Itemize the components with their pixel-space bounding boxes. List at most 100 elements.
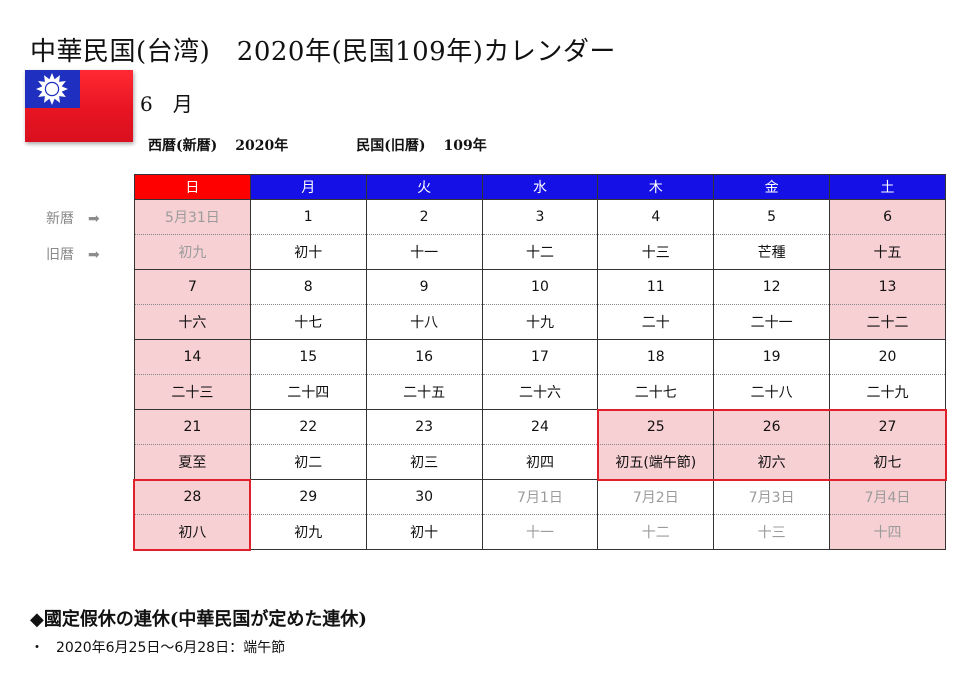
solar-date-cell: 7月4日 <box>829 479 946 515</box>
lunar-date-cell: 二十四 <box>249 374 367 410</box>
solar-date-cell: 5 <box>713 199 831 235</box>
solar-date-cell: 3 <box>481 199 599 235</box>
holiday-solar-date-cell: 25 <box>597 409 715 445</box>
solar-date-row: 28 29 30 7月1日 7月2日 7月3日 7月4日 <box>134 479 946 515</box>
lunar-date-cell: 二十二 <box>829 304 946 340</box>
taiwan-flag-image <box>25 70 133 142</box>
lunar-date-cell: 初十 <box>249 234 367 270</box>
weekday-header-thu: 木 <box>597 174 715 200</box>
arrow-right-icon: ➡ <box>88 247 100 263</box>
lunar-date-cell: 芒種 <box>713 234 831 270</box>
lunar-date-cell: 二十六 <box>481 374 599 410</box>
solar-date-cell: 17 <box>481 339 599 375</box>
solar-date-row: 21 22 23 24 25 26 27 <box>134 409 946 445</box>
arrow-right-icon: ➡ <box>88 211 100 227</box>
lunar-date-row: 初九 初十 十一 十二 十三 芒種 十五 <box>134 234 946 270</box>
solar-date-cell: 7月1日 <box>481 479 599 515</box>
lunar-date-cell: 初十 <box>365 514 483 550</box>
solar-date-cell: 4 <box>597 199 715 235</box>
lunar-date-row: 十六 十七 十八 十九 二十 二十一 二十二 <box>134 304 946 340</box>
solar-date-cell: 9 <box>365 269 483 305</box>
month-label: 6 月 <box>140 92 193 116</box>
lunar-date-cell: 十一 <box>481 514 599 550</box>
lunar-date-row: 二十三 二十四 二十五 二十六 二十七 二十八 二十九 <box>134 374 946 410</box>
lunar-date-cell: 十五 <box>829 234 946 270</box>
western-era-label: 西暦(新暦) <box>148 138 218 154</box>
lunar-date-cell: 二十八 <box>713 374 831 410</box>
bullet-icon: ・ <box>30 640 44 656</box>
lunar-date-cell: 十三 <box>597 234 715 270</box>
solar-date-cell: 2 <box>365 199 483 235</box>
new-calendar-label: 新暦 ➡ <box>46 208 100 228</box>
solar-date-cell: 8 <box>249 269 367 305</box>
holiday-lunar-date-cell: 初七 <box>829 444 946 480</box>
holiday-lunar-date-cell: 初五(端午節) <box>597 444 715 480</box>
lunar-date-cell: 初四 <box>481 444 599 480</box>
weekday-header-row: 日 月 火 水 木 金 土 <box>134 174 946 200</box>
weekday-header-sun: 日 <box>134 174 251 200</box>
weekday-header-sat: 土 <box>829 174 946 200</box>
lunar-date-cell: 十九 <box>481 304 599 340</box>
solar-date-cell: 12 <box>713 269 831 305</box>
lunar-date-cell: 二十三 <box>134 374 251 410</box>
solar-date-row: 7 8 9 10 11 12 13 <box>134 269 946 305</box>
lunar-date-cell: 十一 <box>365 234 483 270</box>
calendar-grid: 日 月 火 水 木 金 土 5月31日 1 2 3 4 5 6 初九 初十 十一… <box>134 174 946 550</box>
lunar-date-cell: 二十 <box>597 304 715 340</box>
lunar-date-cell: 十七 <box>249 304 367 340</box>
roc-era-label: 民国(旧暦) <box>356 138 426 154</box>
lunar-date-cell: 十二 <box>481 234 599 270</box>
lunar-date-cell: 二十一 <box>713 304 831 340</box>
holiday-solar-date-cell: 27 <box>829 409 946 445</box>
solar-date-cell: 21 <box>134 409 251 445</box>
era-line: 西暦(新暦) 2020年 民国(旧暦) 109年 <box>148 135 487 155</box>
lunar-date-cell: 二十九 <box>829 374 946 410</box>
holiday-lunar-date-cell: 初六 <box>713 444 831 480</box>
solar-date-cell: 6 <box>829 199 946 235</box>
roc-year: 109年 <box>443 138 487 154</box>
solar-date-cell: 20 <box>829 339 946 375</box>
solar-date-row: 14 15 16 17 18 19 20 <box>134 339 946 375</box>
lunar-date-cell: 十三 <box>713 514 831 550</box>
solar-date-cell: 22 <box>249 409 367 445</box>
lunar-date-cell: 二十五 <box>365 374 483 410</box>
holiday-solar-date-cell: 28 <box>134 479 251 515</box>
solar-date-cell: 13 <box>829 269 946 305</box>
lunar-date-cell: 十四 <box>829 514 946 550</box>
lunar-date-cell: 初九 <box>249 514 367 550</box>
weekday-header-fri: 金 <box>713 174 831 200</box>
holiday-item-text: 2020年6月25日～6月28日：端午節 <box>56 640 286 656</box>
lunar-date-cell: 初九 <box>134 234 251 270</box>
weekday-header-mon: 月 <box>249 174 367 200</box>
holiday-solar-date-cell: 26 <box>713 409 831 445</box>
solar-date-cell: 5月31日 <box>134 199 251 235</box>
solar-date-cell: 7月3日 <box>713 479 831 515</box>
solar-date-cell: 7 <box>134 269 251 305</box>
lunar-date-cell: 初二 <box>249 444 367 480</box>
weekday-header-tue: 火 <box>365 174 483 200</box>
lunar-date-row: 初八 初九 初十 十一 十二 十三 十四 <box>134 514 946 550</box>
old-calendar-label: 旧暦 ➡ <box>46 244 100 264</box>
lunar-date-row: 夏至 初二 初三 初四 初五(端午節) 初六 初七 <box>134 444 946 480</box>
flag-canton <box>25 70 80 108</box>
solar-date-cell: 10 <box>481 269 599 305</box>
holiday-list-item: ・ 2020年6月25日～6月28日：端午節 <box>30 637 285 657</box>
lunar-date-cell: 夏至 <box>134 444 251 480</box>
old-calendar-text: 旧暦 <box>46 247 74 263</box>
solar-date-row: 5月31日 1 2 3 4 5 6 <box>134 199 946 235</box>
solar-date-cell: 30 <box>365 479 483 515</box>
lunar-date-cell: 初三 <box>365 444 483 480</box>
solar-date-cell: 16 <box>365 339 483 375</box>
solar-date-cell: 11 <box>597 269 715 305</box>
solar-date-cell: 18 <box>597 339 715 375</box>
holiday-section-heading: ◆國定假休の連休(中華民国が定めた連休) <box>30 609 367 630</box>
new-calendar-text: 新暦 <box>46 211 74 227</box>
lunar-date-cell: 二十七 <box>597 374 715 410</box>
solar-date-cell: 1 <box>249 199 367 235</box>
solar-date-cell: 23 <box>365 409 483 445</box>
western-year: 2020年 <box>235 138 289 154</box>
solar-date-cell: 29 <box>249 479 367 515</box>
weekday-header-wed: 水 <box>481 174 599 200</box>
solar-date-cell: 15 <box>249 339 367 375</box>
lunar-date-cell: 十二 <box>597 514 715 550</box>
